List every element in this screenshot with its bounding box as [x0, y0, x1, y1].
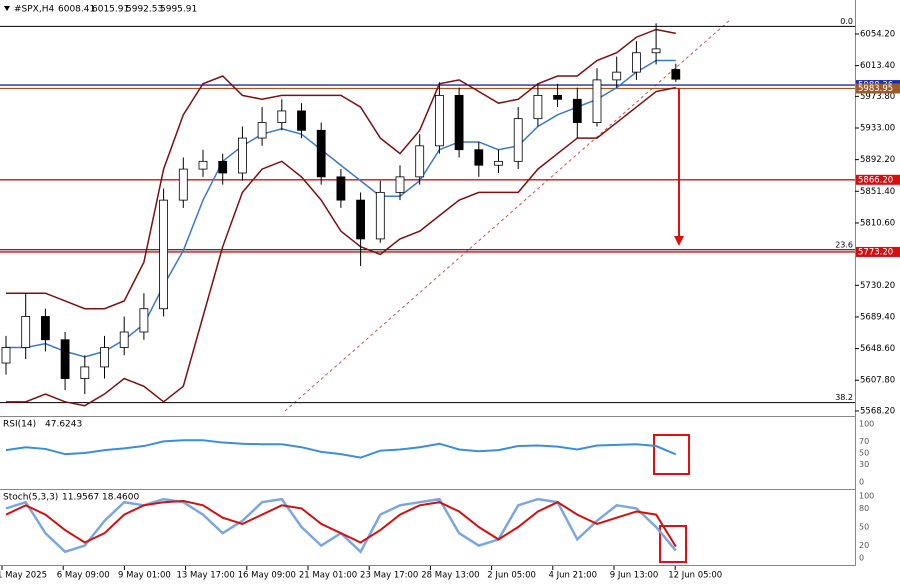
stoch-label: Stoch(5,3,3) — [3, 493, 58, 503]
ohlc-value: 6015.91 — [92, 5, 129, 15]
highlight-box — [653, 434, 690, 475]
fib-label: 0.0 — [840, 17, 853, 26]
y-tick-label: 5933.00 — [860, 123, 895, 133]
x-tick-label: 13 May 17:00 — [176, 571, 234, 581]
candle-body — [356, 199, 366, 240]
x-tick-label: 21 May 01:00 — [299, 571, 357, 581]
x-tick-label: 1 May 2025 — [0, 571, 47, 581]
arrow-head — [674, 236, 684, 246]
y-tick-label: 5568.20 — [860, 406, 895, 416]
rsi-label: RSI(14) — [3, 420, 36, 430]
candle-body — [434, 95, 444, 147]
candle-body — [474, 149, 484, 166]
y-tick-label: 6013.40 — [860, 61, 895, 71]
y-tick-label: 5607.80 — [860, 376, 895, 386]
candle-body — [375, 191, 385, 240]
y-tick-label: 5851.40 — [860, 187, 895, 197]
candle-body — [415, 145, 425, 178]
stoch-tick-label: 0 — [859, 554, 864, 563]
rsi-tick-label: 30 — [859, 460, 869, 469]
dropdown-icon — [4, 6, 10, 11]
candle-body — [454, 95, 464, 151]
price-label-box — [856, 246, 900, 257]
rsi-value: 47.6243 — [45, 420, 82, 430]
highlight-box — [659, 525, 687, 563]
y-tick-label: 6054.20 — [860, 29, 895, 39]
ohlc-value: 5995.91 — [160, 5, 197, 15]
candle-body — [592, 79, 602, 123]
rsi-tick-label: 70 — [859, 437, 869, 446]
candle-body — [671, 69, 681, 80]
rsi-tick-label: 0 — [859, 478, 864, 487]
x-tick-label: 9 May 01:00 — [118, 571, 171, 581]
indicator-line — [6, 86, 676, 407]
candle-body — [237, 137, 247, 174]
stoch-value: 18.4600 — [102, 493, 139, 503]
rsi-tick-label: 50 — [859, 449, 869, 458]
candle-body — [297, 110, 306, 131]
x-tick-label: 4 Jun 21:00 — [549, 571, 598, 581]
rsi-line — [5, 439, 677, 459]
candle-body — [257, 122, 267, 139]
candle-body — [494, 160, 503, 166]
indicator-line — [6, 59, 676, 358]
candle-body — [395, 176, 405, 193]
price-label: 5773.20 — [858, 247, 893, 257]
stoch-tick-label: 100 — [859, 492, 874, 501]
candle-body — [139, 308, 149, 333]
y-tick-label: 5689.40 — [860, 312, 895, 322]
candle-body — [41, 316, 50, 341]
price-label-box — [856, 83, 900, 94]
x-tick-label: 2 Jun 05:00 — [487, 571, 536, 581]
stoch-signal — [5, 499, 677, 548]
x-tick-label: 16 May 09:00 — [238, 571, 296, 581]
stoch-tick-label: 50 — [859, 523, 869, 532]
x-tick-label: 23 May 17:00 — [360, 571, 418, 581]
ohlc-value: 6008.41 — [58, 5, 95, 15]
candle-body — [198, 160, 208, 170]
x-tick-label: 28 May 13:00 — [421, 571, 479, 581]
ohlc-value: 5992.53 — [126, 5, 163, 15]
price-label-box — [856, 174, 900, 185]
stoch-tick-label: 20 — [859, 541, 869, 550]
candle-body — [316, 129, 326, 178]
candle-body — [119, 331, 129, 348]
candle-body — [612, 71, 622, 81]
candle-body — [100, 347, 109, 368]
rsi-tick-label: 100 — [859, 420, 874, 429]
candle-body — [513, 118, 523, 162]
y-tick-label: 5810.60 — [860, 218, 895, 228]
candle-body — [572, 98, 582, 123]
y-tick-label: 5973.80 — [860, 92, 895, 102]
candle-body — [632, 52, 641, 73]
fib-label: 38.2 — [835, 393, 853, 402]
candle-body — [336, 176, 346, 201]
stoch-tick-label: 80 — [859, 504, 869, 513]
candle-body — [60, 339, 70, 379]
price-label: 5866.20 — [858, 175, 893, 185]
fib-label: 23.6 — [835, 240, 853, 249]
y-tick-label: 5892.20 — [860, 155, 895, 165]
candle-body — [277, 110, 287, 123]
price-label: 5983.95 — [858, 84, 893, 94]
x-tick-label: 6 May 09:00 — [57, 571, 110, 581]
x-tick-label: 12 Jun 05:00 — [668, 571, 722, 581]
indicator-line — [6, 28, 676, 310]
candle-body — [21, 316, 31, 348]
candle-body — [80, 366, 90, 379]
symbol: #SPX,H4 — [14, 5, 54, 15]
y-tick-label: 5730.20 — [860, 281, 895, 291]
y-tick-label: 5648.60 — [860, 344, 895, 354]
stoch-value: 11.9567 — [62, 493, 99, 503]
candle-body — [159, 199, 169, 310]
candle-body — [553, 95, 562, 100]
candle-body — [651, 48, 661, 54]
candle-body — [533, 95, 543, 120]
candle-body — [178, 168, 188, 201]
x-tick-label: 9 Jun 13:00 — [610, 571, 659, 581]
candle-body — [218, 160, 228, 174]
candle-body — [1, 347, 11, 364]
